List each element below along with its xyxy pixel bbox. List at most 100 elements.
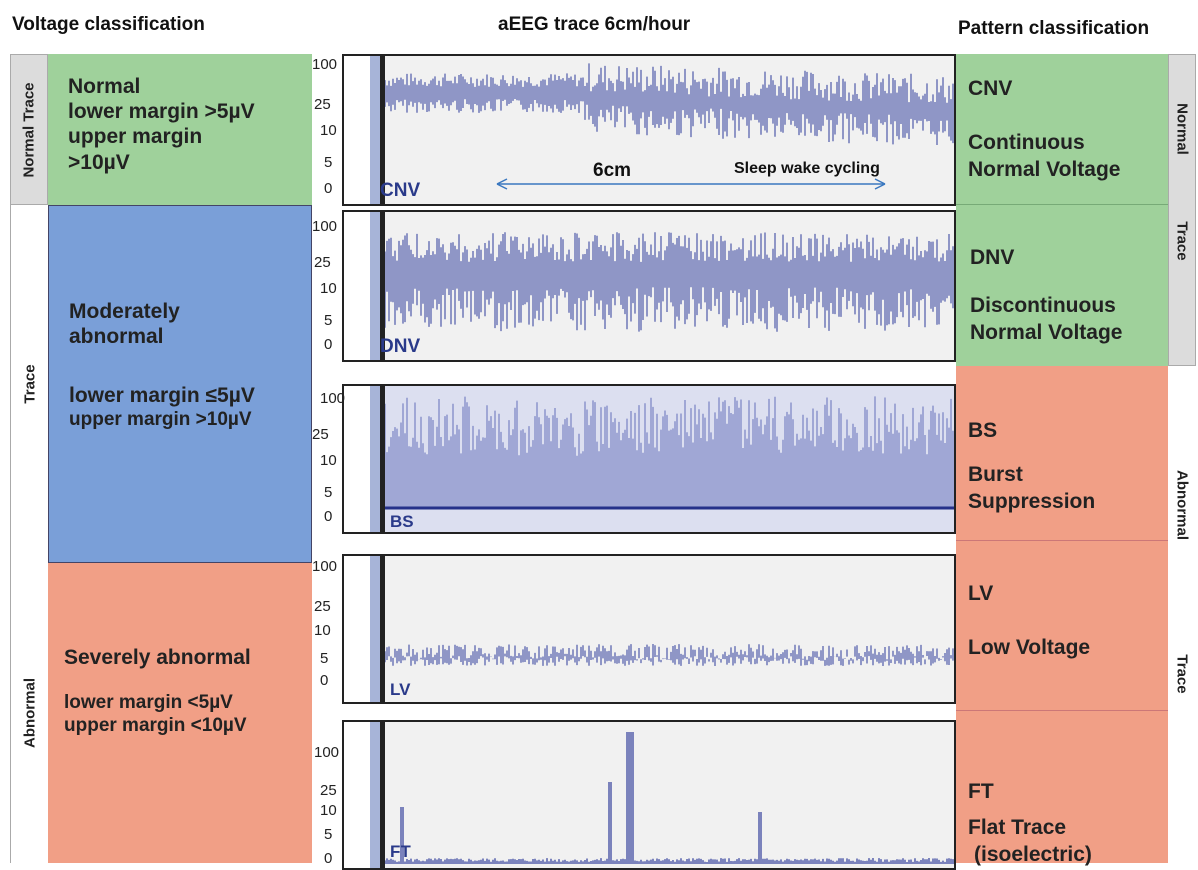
bs-tag: BS (390, 512, 414, 531)
ft-trace-svg (385, 732, 954, 864)
trace-panel-lv-frame: LV (342, 554, 956, 704)
voltage-moderate-title2: abnormal (69, 325, 164, 349)
voltage-moderate-block: Moderately abnormal lower margin ≤5µV up… (48, 205, 312, 563)
pattern-cnv-name: Continuous (968, 131, 1085, 155)
bs-ytick-5: 5 (324, 484, 333, 501)
dnv-trace-line (385, 232, 954, 332)
cnv-scale-arrow-heads (496, 178, 886, 190)
cnv-ytick-5: 5 (324, 154, 333, 171)
ft-ytick-25: 25 (320, 782, 337, 799)
pattern-lv-code: LV (968, 582, 994, 605)
voltage-normal-lower: lower margin >5µV (68, 100, 255, 124)
pattern-cnv-name2: Normal Voltage (968, 157, 1121, 181)
dnv-ytick-0: 0 (324, 336, 333, 353)
lv-ytick-0: 0 (320, 672, 329, 689)
pattern-cnv-block: CNV Continuous Normal Voltage (956, 54, 1168, 204)
lv-ytick-25: 25 (314, 598, 331, 615)
left-side-abnormal: Abnormal (10, 563, 48, 863)
bs-ytick-25: 25 (312, 426, 329, 443)
ft-tag: FT (390, 842, 411, 861)
bs-ytick-0: 0 (324, 508, 333, 525)
lv-ytick-5: 5 (320, 650, 329, 667)
sleep-wake-label: Sleep wake cycling (734, 160, 880, 177)
cnv-trace-line (385, 63, 954, 145)
scale-6cm-label: 6cm (593, 160, 632, 181)
right-side-normal: Normal Trace (1168, 54, 1196, 366)
voltage-normal-upper: upper margin (68, 125, 203, 149)
voltage-severe-title: Severely abnormal (64, 646, 251, 669)
pattern-ft-name2: (isoelectric) (974, 842, 1092, 866)
lv-tag: LV (390, 680, 411, 699)
pattern-bs-name2: Suppression (968, 489, 1096, 513)
pattern-bs-code: BS (968, 419, 998, 442)
voltage-severe-lower: lower margin <5µV (64, 692, 233, 714)
trace-panel-bs: BS 100 25 10 5 0 (312, 384, 956, 534)
voltage-severe-block: Severely abnormal lower margin <5µV uppe… (48, 563, 312, 863)
pattern-bs-name: Burst (968, 463, 1023, 487)
trace-panel-dnv: DNV 100 25 10 5 0 (312, 210, 956, 362)
voltage-moderate-title: Moderately (69, 300, 180, 323)
pattern-bs-block: BS Burst Suppression (956, 366, 1168, 540)
voltage-severe-upper: upper margin <10µV (64, 714, 247, 736)
trace-panel-cnv-frame: CNV 6cm Sleep wake cycling (342, 54, 956, 206)
ft-ytick-5: 5 (324, 826, 333, 843)
right-label-abnormal: Abnormal (1173, 470, 1191, 541)
lv-ytick-100: 100 (312, 558, 338, 575)
pattern-cnv-code: CNV (968, 77, 1013, 100)
dnv-ytick-100: 100 (312, 218, 338, 235)
pattern-dnv-code: DNV (970, 246, 1015, 269)
pattern-dnv-name2: Normal Voltage (970, 320, 1123, 344)
bs-trace-line (385, 396, 954, 508)
voltage-classification-header: Voltage classification (12, 14, 205, 35)
left-side-normal-trace: Normal Trace (10, 54, 48, 205)
voltage-moderate-upper: upper margin >10µV (69, 408, 252, 430)
lv-ytick-10: 10 (314, 622, 331, 639)
pattern-lv-block: LV Low Voltage (956, 540, 1168, 710)
aeeg-trace-header: aEEG trace 6cm/hour (498, 14, 691, 35)
lv-trace-svg (385, 644, 954, 666)
left-side-trace: Trace (10, 205, 48, 563)
cnv-ytick-100: 100 (312, 56, 338, 73)
pattern-lv-name: Low Voltage (968, 636, 1091, 660)
voltage-normal-upper-value: >10µV (68, 150, 130, 174)
bs-ytick-100: 100 (320, 390, 346, 407)
cnv-trace-svg (385, 63, 954, 190)
cnv-tag: CNV (380, 180, 421, 201)
pattern-ft-name: Flat Trace (968, 816, 1067, 840)
ft-ytick-100: 100 (314, 744, 340, 761)
right-label-trace1: Trace (1173, 221, 1191, 261)
bs-trace-svg (385, 396, 954, 510)
right-label-trace2: Trace (1173, 654, 1191, 694)
ft-ytick-10: 10 (320, 802, 337, 819)
trace-panel-ft-frame: FT (342, 720, 956, 870)
ft-ytick-0: 0 (324, 850, 333, 867)
trace-panel-dnv-frame: DNV (342, 210, 956, 362)
trace-panel-bs-frame: BS (342, 384, 956, 534)
trace-panel-cnv: CNV 6cm Sleep wake cycling 100 25 10 5 0 (312, 54, 956, 206)
voltage-moderate-lower: lower margin ≤5µV (69, 384, 255, 408)
voltage-normal-title: Normal (68, 75, 141, 98)
cnv-ytick-10: 10 (320, 122, 337, 139)
cnv-ytick-0: 0 (324, 180, 333, 197)
dnv-tag: DNV (380, 336, 421, 357)
dnv-ytick-10: 10 (320, 280, 337, 297)
voltage-normal-block: Normal lower margin >5µV upper margin >1… (48, 54, 312, 205)
right-side-abnormal: Abnormal Trace (1168, 366, 1196, 863)
bs-ytick-10: 10 (320, 452, 337, 469)
pattern-ft-code: FT (968, 780, 994, 803)
left-label-trace: Trace (21, 364, 38, 404)
pattern-ft-block: FT Flat Trace (isoelectric) (956, 710, 1168, 866)
trace-panel-ft: FT 100 25 10 5 0 (312, 714, 956, 870)
left-label-normal-trace: Normal Trace (20, 81, 38, 178)
pattern-dnv-name: Discontinuous (970, 294, 1116, 318)
ft-trace-line (385, 732, 954, 864)
trace-panel-lv: LV 100 25 10 5 0 (312, 554, 956, 704)
cnv-ytick-25: 25 (314, 96, 331, 113)
dnv-ytick-25: 25 (314, 254, 331, 271)
pattern-dnv-block: DNV Discontinuous Normal Voltage (956, 204, 1168, 366)
right-label-normal: Normal (1173, 103, 1191, 156)
pattern-classification-header: Pattern classification (958, 18, 1150, 39)
trace-column: CNV 6cm Sleep wake cycling 100 25 10 5 0… (312, 50, 956, 870)
dnv-trace-svg (385, 232, 954, 332)
left-label-abnormal: Abnormal (21, 677, 38, 749)
